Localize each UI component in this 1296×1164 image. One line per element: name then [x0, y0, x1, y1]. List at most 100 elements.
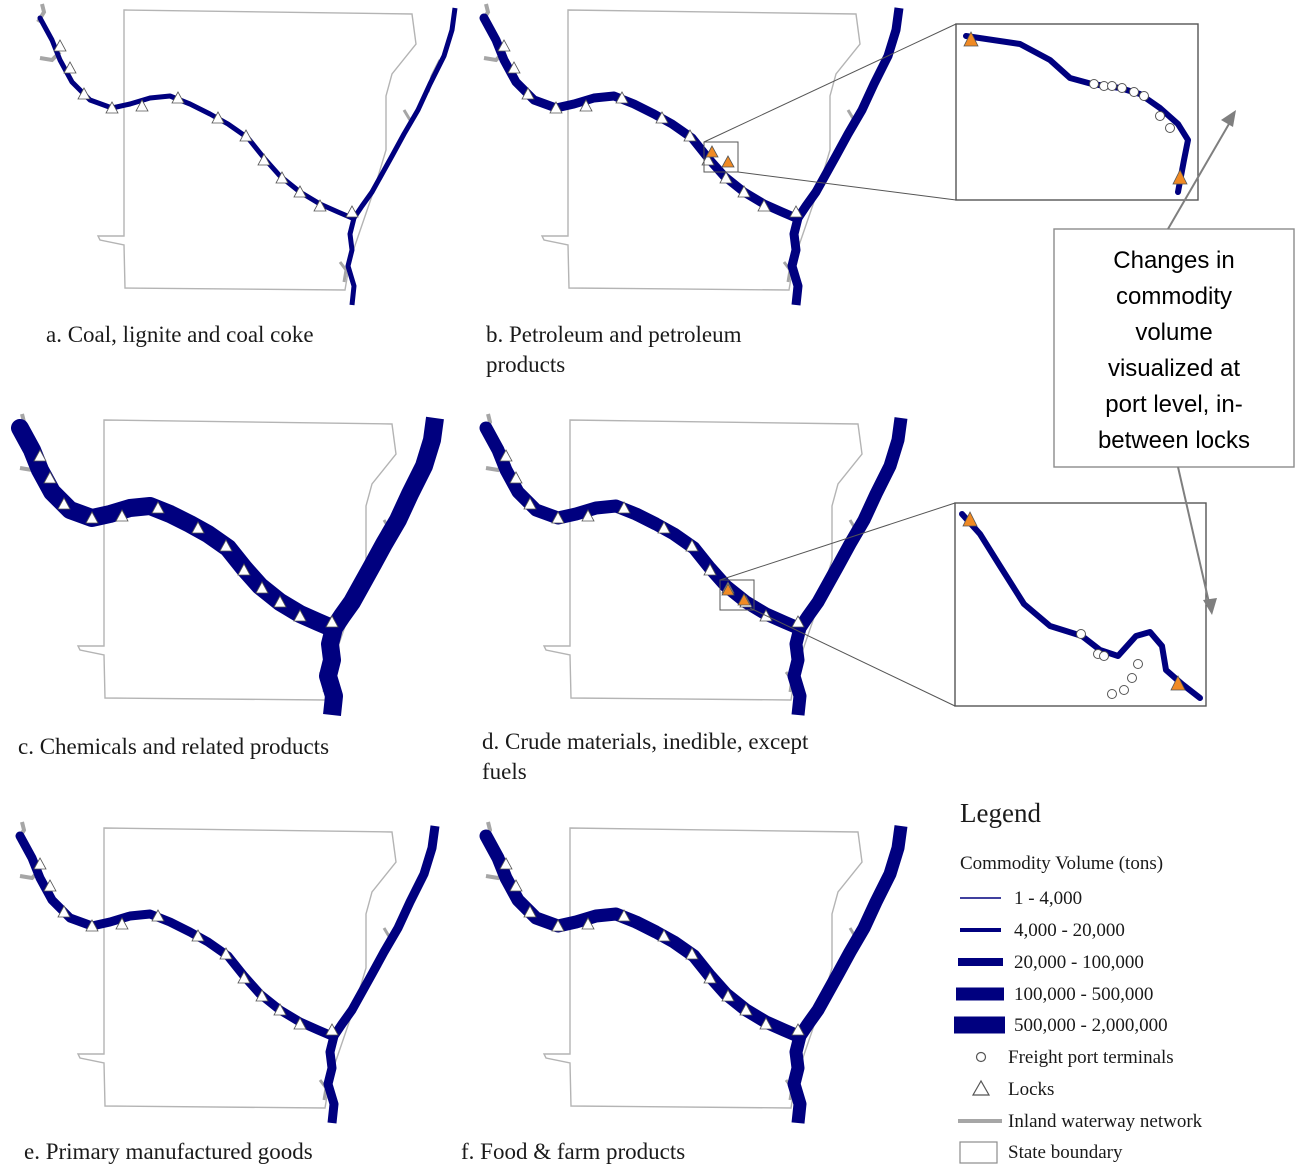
- callout-line: visualized at: [1108, 355, 1240, 382]
- callout-line: port level, in-: [1105, 391, 1242, 418]
- port-terminal-icon: [1107, 81, 1117, 91]
- lock-icon: [345, 205, 359, 218]
- basemap: [36, 2, 440, 292]
- lock-icon: [273, 1003, 287, 1016]
- lock-icon: [791, 615, 805, 628]
- lock-icon: [703, 563, 717, 576]
- highlighted-lock-icon: [1170, 675, 1186, 691]
- port-terminal-icon: [1155, 111, 1165, 121]
- legend-subtitle: Commodity Volume (tons): [960, 853, 1163, 874]
- callout-box: [1053, 228, 1295, 468]
- lock-icon: [239, 129, 253, 142]
- inset-leader-line: [737, 171, 957, 201]
- port-terminal-icon: [1133, 659, 1143, 669]
- lock-icon: [191, 521, 205, 534]
- lock-icon: [655, 111, 669, 124]
- panel-title: products: [486, 352, 565, 377]
- lock-icon: [523, 905, 537, 918]
- map-panel-f: [479, 820, 908, 1124]
- inset-extent-box: [703, 141, 739, 173]
- lock-icon: [43, 879, 57, 892]
- lock-icon: [509, 471, 523, 484]
- panel-title: b. Petroleum and petroleum: [486, 322, 742, 347]
- arkansas-river: [37, 15, 355, 221]
- arrowhead-icon: [1203, 598, 1217, 615]
- mississippi-river: [319, 416, 444, 716]
- legend-volume-label: 100,000 - 500,000: [1014, 984, 1153, 1005]
- lock-icon: [685, 947, 699, 960]
- panel-title: e. Primary manufactured goods: [24, 1139, 313, 1164]
- arkansas-river: [479, 13, 801, 223]
- lock-icon: [313, 199, 327, 212]
- lock-icon: [115, 917, 129, 930]
- highlighted-lock-icon: [705, 145, 719, 158]
- legend: Legend Commodity Volume (tons) 1 - 4,000…: [954, 798, 1203, 1164]
- lock-icon: [581, 509, 595, 522]
- lock-icon: [43, 471, 57, 484]
- callout-line: volume: [1135, 319, 1212, 346]
- map-panels: [11, 2, 908, 1124]
- map-panel-a: [36, 2, 458, 306]
- lock-icon: [499, 857, 513, 870]
- mississippi-river: [787, 417, 908, 716]
- lock-icon: [759, 1017, 773, 1030]
- lock-icon: [497, 39, 511, 52]
- highlighted-lock-icon: [737, 593, 751, 606]
- lock-icon: [657, 521, 671, 534]
- mississippi-river: [787, 825, 908, 1124]
- lock-icon: [509, 879, 523, 892]
- lock-icon: [791, 1023, 805, 1036]
- lock-icon: [325, 615, 339, 628]
- lock-icon: [737, 185, 751, 198]
- callout: Changes in commodity volume visualized a…: [1053, 110, 1295, 615]
- panel-title: c. Chemicals and related products: [18, 734, 329, 759]
- lock-icon: [789, 205, 803, 218]
- lock-icon: [219, 539, 233, 552]
- map-insets: [703, 23, 1207, 707]
- port-terminal-icon: [1119, 685, 1129, 695]
- basemap: [16, 412, 420, 702]
- inset-leader-line: [749, 607, 956, 707]
- lock-icon: [211, 111, 225, 124]
- lock-icon: [579, 99, 593, 112]
- port-terminal-icon: [1107, 689, 1117, 699]
- lock-icon: [57, 905, 71, 918]
- arkansas-river: [479, 421, 805, 635]
- lock-icon: [523, 497, 537, 510]
- port-terminal-icon: [1117, 83, 1127, 93]
- highlighted-lock-icon: [962, 511, 978, 527]
- callout-arrow-down: [1177, 466, 1211, 608]
- highlighted-lock-icon: [1172, 169, 1188, 185]
- legend-volume-label: 500,000 - 2,000,000: [1014, 1015, 1168, 1036]
- map-panel-d: [479, 412, 908, 716]
- basemap: [482, 412, 886, 702]
- port-terminal-icon: [1165, 123, 1175, 133]
- lock-icon: [499, 449, 513, 462]
- lock-icon: [701, 153, 715, 166]
- lock-icon: [53, 39, 67, 52]
- lock-icon: [581, 917, 595, 930]
- lock-icon: [293, 1017, 307, 1030]
- lock-icon: [151, 501, 165, 514]
- panel-title: f. Food & farm products: [461, 1139, 685, 1164]
- lock-icon: [33, 449, 47, 462]
- rectangle-icon: [959, 1141, 998, 1164]
- panel-title: d. Crude materials, inedible, except: [482, 729, 809, 754]
- legend-volume-label: 1 - 4,000: [1014, 888, 1082, 909]
- lock-icon: [657, 929, 671, 942]
- lock-icon: [255, 989, 269, 1002]
- panel-title: fuels: [482, 759, 527, 784]
- map-panel-b: [479, 2, 904, 306]
- legend-symbol-label: State boundary: [1008, 1142, 1123, 1163]
- highlighted-lock-icon: [721, 583, 735, 596]
- lock-icon: [549, 101, 563, 114]
- lock-icon: [237, 971, 251, 984]
- lock-icon: [273, 595, 287, 608]
- lock-icon: [135, 99, 149, 112]
- inset-leader-line: [703, 23, 957, 143]
- lock-icon: [151, 909, 165, 922]
- circle-icon: [975, 1051, 987, 1063]
- legend-symbol-label: Inland waterway network: [1008, 1111, 1203, 1132]
- callout-line: between locks: [1098, 427, 1250, 454]
- inset-leader-line: [719, 502, 956, 581]
